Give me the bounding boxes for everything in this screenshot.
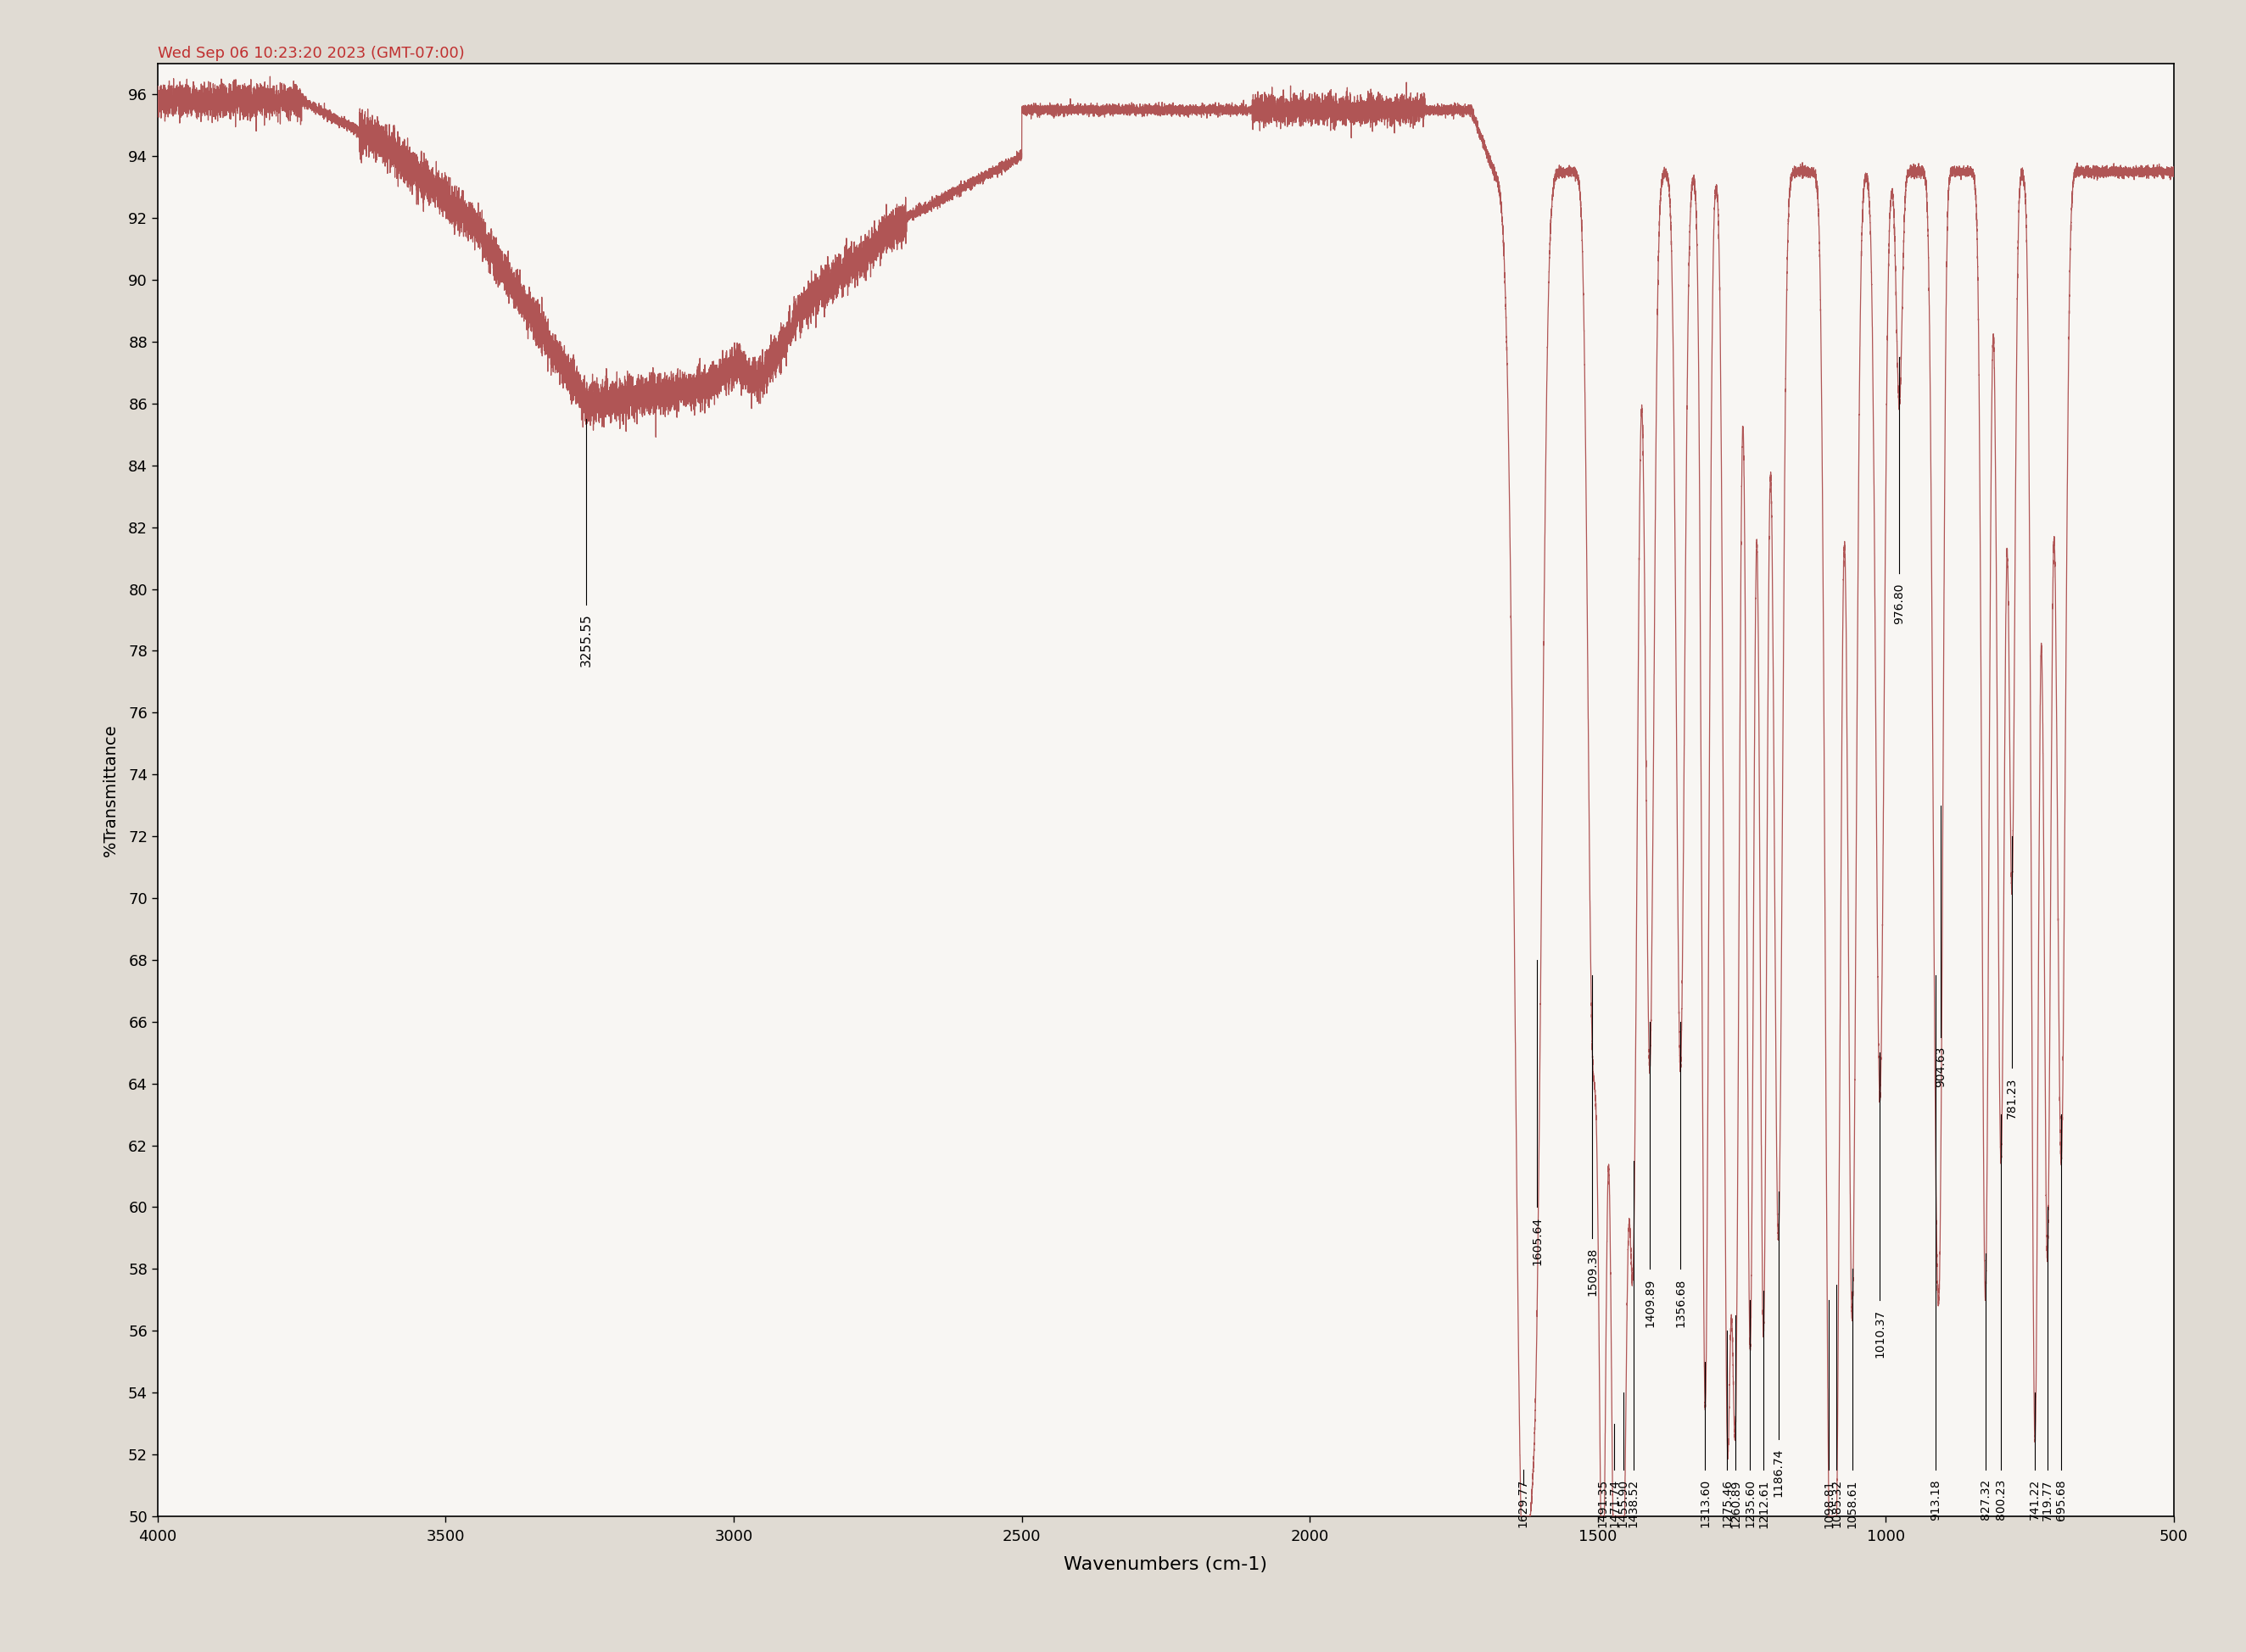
Text: 781.23: 781.23 [2006, 1077, 2017, 1118]
Text: 1010.37: 1010.37 [1873, 1308, 1887, 1358]
Text: 913.18: 913.18 [1929, 1479, 1943, 1520]
Text: 1260.89: 1260.89 [1729, 1479, 1741, 1528]
Text: 1058.61: 1058.61 [1846, 1479, 1857, 1528]
Text: 904.63: 904.63 [1934, 1046, 1947, 1087]
Text: Wed Sep 06 10:23:20 2023 (GMT-07:00): Wed Sep 06 10:23:20 2023 (GMT-07:00) [157, 46, 465, 61]
Text: 1275.46: 1275.46 [1720, 1479, 1734, 1528]
Text: 827.32: 827.32 [1979, 1479, 1992, 1520]
Text: 1471.74: 1471.74 [1608, 1479, 1619, 1528]
Text: 1629.77: 1629.77 [1516, 1479, 1530, 1528]
Text: 1438.52: 1438.52 [1628, 1479, 1640, 1528]
Text: 1605.64: 1605.64 [1532, 1216, 1543, 1265]
Text: 1313.60: 1313.60 [1700, 1479, 1711, 1528]
Text: 976.80: 976.80 [1893, 583, 1905, 624]
Text: 3255.55: 3255.55 [579, 613, 593, 667]
Text: 695.68: 695.68 [2055, 1479, 2066, 1520]
Text: 1491.35: 1491.35 [1597, 1479, 1608, 1528]
Text: 1455.90: 1455.90 [1617, 1479, 1628, 1528]
Text: 1186.74: 1186.74 [1772, 1449, 1783, 1497]
Text: 1098.81: 1098.81 [1824, 1479, 1835, 1528]
Text: 1235.60: 1235.60 [1745, 1479, 1756, 1528]
Text: 719.77: 719.77 [2042, 1479, 2053, 1520]
Text: 741.22: 741.22 [2028, 1479, 2042, 1520]
Y-axis label: %Transmittance: %Transmittance [103, 724, 119, 856]
Text: 1409.89: 1409.89 [1644, 1279, 1655, 1327]
Text: 1356.68: 1356.68 [1676, 1279, 1687, 1327]
Text: 1509.38: 1509.38 [1586, 1247, 1599, 1295]
Text: 1212.61: 1212.61 [1756, 1479, 1770, 1528]
Text: 800.23: 800.23 [1994, 1479, 2008, 1520]
Text: 1085.32: 1085.32 [1830, 1479, 1842, 1528]
X-axis label: Wavenumbers (cm-1): Wavenumbers (cm-1) [1065, 1556, 1267, 1573]
